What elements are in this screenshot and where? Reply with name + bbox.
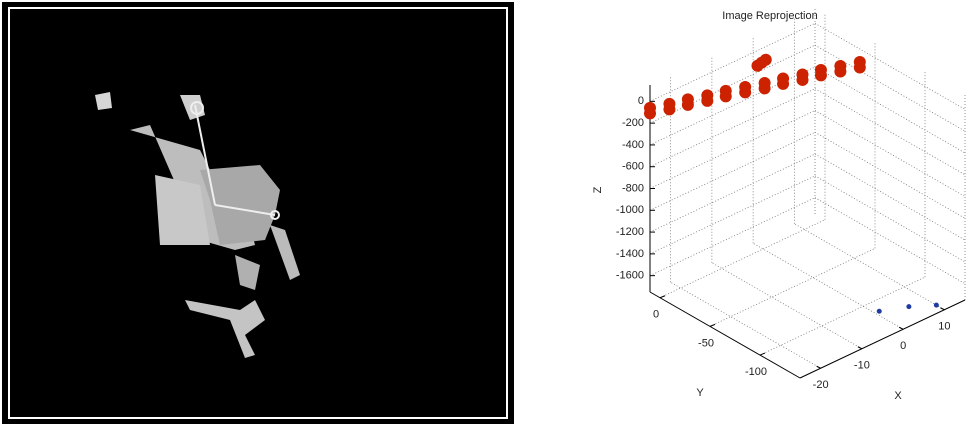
data-point xyxy=(797,74,809,86)
figure: Image Reprojection Z Y X 0-200-400-600-8… xyxy=(0,0,971,426)
grid-line xyxy=(815,198,965,284)
tick-mark xyxy=(858,347,862,349)
data-point xyxy=(906,304,911,309)
grid-line xyxy=(660,220,825,298)
x-tick-label: -20 xyxy=(813,379,829,391)
grid-line xyxy=(815,154,965,240)
tick-mark xyxy=(817,366,821,368)
z-tick-label: -600 xyxy=(622,161,644,173)
grid-line xyxy=(753,243,903,329)
x-axis xyxy=(800,300,965,378)
grid-line xyxy=(650,89,815,167)
grid-line xyxy=(815,89,965,175)
grid-line xyxy=(650,198,815,276)
grid-line xyxy=(650,132,815,210)
grid-line xyxy=(650,111,815,189)
z-tick-label: 0 xyxy=(638,95,644,107)
data-point xyxy=(777,78,789,90)
data-point xyxy=(720,90,732,102)
grid-line xyxy=(815,132,965,218)
data-point xyxy=(739,86,751,98)
tick-mark xyxy=(660,296,665,298)
y-tick-label: -100 xyxy=(745,366,767,378)
grid-line xyxy=(671,282,821,368)
grid-line xyxy=(815,45,965,131)
x-tick-label: -10 xyxy=(854,360,870,372)
tick-mark xyxy=(899,327,903,329)
data-point xyxy=(759,82,771,94)
data-point xyxy=(644,107,656,119)
data-point xyxy=(877,309,882,314)
grid-line xyxy=(650,176,815,254)
z-tick-label: -400 xyxy=(622,139,644,151)
z-tick-label: -1200 xyxy=(616,226,644,238)
data-point xyxy=(934,303,939,308)
data-point xyxy=(854,61,866,73)
grid-line xyxy=(650,23,815,101)
x-tick-label: 0 xyxy=(900,340,906,352)
y-axis-label: Y xyxy=(696,387,704,399)
z-tick-label: -800 xyxy=(622,182,644,194)
tick-mark xyxy=(710,324,715,326)
tick-mark xyxy=(760,353,765,355)
data-point xyxy=(682,99,694,111)
z-axis-label: Z xyxy=(592,186,604,193)
depth-image xyxy=(3,3,513,423)
z-tick-label: -1600 xyxy=(616,270,644,282)
grid-line xyxy=(712,263,862,349)
tick-mark xyxy=(940,308,944,310)
grid-line xyxy=(794,224,944,310)
y-axis xyxy=(650,292,800,378)
z-tick-label: -1000 xyxy=(616,204,644,216)
x-axis-label: X xyxy=(894,390,902,402)
y-tick-label: -50 xyxy=(698,337,714,349)
x-tick-label: 10 xyxy=(938,321,950,333)
data-point xyxy=(663,103,675,115)
chart-title: Image Reprojection xyxy=(722,10,817,22)
grid-line xyxy=(710,248,875,326)
data-point xyxy=(834,65,846,77)
grid-line xyxy=(815,176,965,262)
data-point xyxy=(815,69,827,81)
grid-line xyxy=(815,111,965,197)
y-tick-label: 0 xyxy=(653,309,659,321)
z-tick-label: -1400 xyxy=(616,248,644,260)
grid-line xyxy=(650,154,815,232)
data-point xyxy=(701,95,713,107)
z-tick-label: -200 xyxy=(622,117,644,129)
data-point xyxy=(760,54,772,66)
grid-line xyxy=(815,67,965,153)
